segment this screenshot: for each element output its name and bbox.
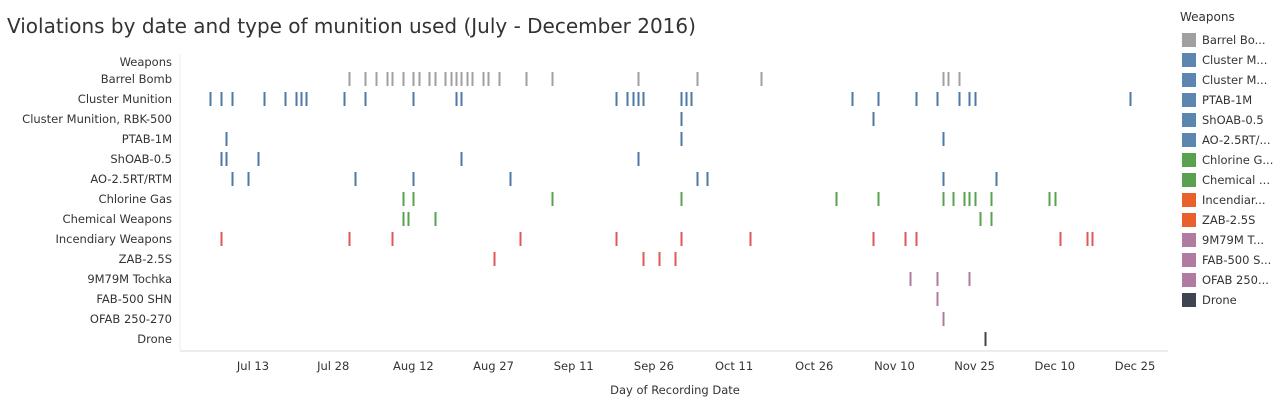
legend-label: Drone bbox=[1202, 293, 1237, 307]
legend: Weapons Barrel Bo... Cluster M... Cluster … bbox=[1176, 8, 1284, 310]
legend-label: Cluster M... bbox=[1202, 73, 1268, 87]
legend-label: Cluster M... bbox=[1202, 53, 1268, 67]
legend-label: Chlorine G... bbox=[1202, 153, 1274, 167]
x-tick-label: Aug 12 bbox=[393, 359, 434, 373]
row-label: Chlorine Gas bbox=[99, 192, 172, 206]
x-tick-label: Oct 26 bbox=[795, 359, 833, 373]
legend-swatch bbox=[1182, 113, 1196, 127]
row-label: 9M79M Tochka bbox=[87, 272, 172, 286]
legend-swatch bbox=[1182, 53, 1196, 67]
row-label: AO-2.5RT/RTM bbox=[90, 172, 172, 186]
chart-title: Violations by date and type of munition … bbox=[7, 14, 696, 38]
legend-item[interactable]: ShOAB-0.5 bbox=[1176, 110, 1284, 130]
legend-swatch bbox=[1182, 173, 1196, 187]
legend-item[interactable]: ZAB-2.5S bbox=[1176, 210, 1284, 230]
legend-label: Incendiar... bbox=[1202, 193, 1266, 207]
tick-chart: Weapons Barrel Bomb Cluster Munition Cluste… bbox=[22, 54, 1168, 397]
legend-item[interactable]: AO-2.5RT/... bbox=[1176, 130, 1284, 150]
row-label: Cluster Munition bbox=[78, 92, 172, 106]
legend-swatch bbox=[1182, 213, 1196, 227]
x-tick-label: Jul 13 bbox=[236, 359, 269, 373]
x-tick-label: Dec 25 bbox=[1115, 359, 1156, 373]
row-label: ZAB-2.5S bbox=[119, 252, 172, 266]
row-label: Chemical Weapons bbox=[63, 212, 172, 226]
legend-swatch bbox=[1182, 293, 1196, 307]
row-label: OFAB 250-270 bbox=[90, 312, 172, 326]
row-label: Barrel Bomb bbox=[101, 72, 172, 86]
x-tick-label: Nov 10 bbox=[874, 359, 915, 373]
row-label: Cluster Munition, RBK-500 bbox=[22, 112, 172, 126]
row-label: FAB-500 SHN bbox=[96, 292, 172, 306]
legend-label: PTAB-1M bbox=[1202, 93, 1253, 107]
row-label: PTAB-1M bbox=[122, 132, 172, 146]
legend-item[interactable]: Incendiar... bbox=[1176, 190, 1284, 210]
legend-swatch bbox=[1182, 93, 1196, 107]
legend-item[interactable]: Drone bbox=[1176, 290, 1284, 310]
x-tick-label: Aug 27 bbox=[473, 359, 514, 373]
legend-label: FAB-500 S... bbox=[1202, 253, 1272, 267]
row-label: Drone bbox=[137, 332, 172, 346]
x-tick-label: Nov 25 bbox=[954, 359, 995, 373]
legend-swatch bbox=[1182, 253, 1196, 267]
legend-item[interactable]: Cluster M... bbox=[1176, 50, 1284, 70]
legend-item[interactable]: PTAB-1M bbox=[1176, 90, 1284, 110]
legend-label: Chemical ... bbox=[1202, 173, 1270, 187]
legend-label: ShOAB-0.5 bbox=[1202, 113, 1264, 127]
legend-swatch bbox=[1182, 233, 1196, 247]
x-tick-label: Sep 11 bbox=[554, 359, 594, 373]
legend-title: Weapons bbox=[1180, 10, 1235, 24]
legend-items: Barrel Bo... Cluster M... Cluster M... PTAB… bbox=[1176, 30, 1284, 310]
row-header: Weapons bbox=[120, 55, 172, 69]
legend-label: AO-2.5RT/... bbox=[1202, 133, 1271, 147]
legend-item[interactable]: Cluster M... bbox=[1176, 70, 1284, 90]
x-tick-label: Sep 26 bbox=[634, 359, 674, 373]
legend-label: ZAB-2.5S bbox=[1202, 213, 1256, 227]
legend-item[interactable]: Chemical ... bbox=[1176, 170, 1284, 190]
legend-label: 9M79M T... bbox=[1202, 233, 1265, 247]
x-tick-label: Dec 10 bbox=[1035, 359, 1076, 373]
x-tick-label: Oct 11 bbox=[715, 359, 753, 373]
legend-swatch bbox=[1182, 73, 1196, 87]
row-label: Incendiary Weapons bbox=[55, 232, 172, 246]
legend-item[interactable]: Barrel Bo... bbox=[1176, 30, 1284, 50]
legend-item[interactable]: 9M79M T... bbox=[1176, 230, 1284, 250]
legend-label: Barrel Bo... bbox=[1202, 33, 1266, 47]
legend-swatch bbox=[1182, 133, 1196, 147]
legend-swatch bbox=[1182, 33, 1196, 47]
row-label: ShOAB-0.5 bbox=[110, 152, 172, 166]
legend-item[interactable]: Chlorine G... bbox=[1176, 150, 1284, 170]
legend-swatch bbox=[1182, 273, 1196, 287]
legend-item[interactable]: OFAB 250... bbox=[1176, 270, 1284, 290]
legend-swatch bbox=[1182, 193, 1196, 207]
x-axis-label: Day of Recording Date bbox=[610, 383, 740, 397]
legend-label: OFAB 250... bbox=[1202, 273, 1269, 287]
legend-swatch bbox=[1182, 153, 1196, 167]
x-tick-label: Jul 28 bbox=[316, 359, 349, 373]
legend-item[interactable]: FAB-500 S... bbox=[1176, 250, 1284, 270]
